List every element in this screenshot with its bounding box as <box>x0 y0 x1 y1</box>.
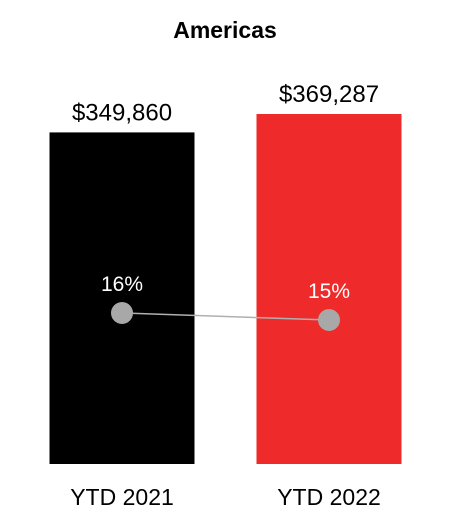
bar-2 <box>256 114 402 464</box>
percent-marker-2 <box>318 309 340 331</box>
percent-line <box>121 312 330 321</box>
bar-value-label-1: $349,860 <box>72 99 172 126</box>
bar-1 <box>49 132 195 465</box>
line-group <box>111 302 340 331</box>
labels-group: $349,860 YTD 2021 $369,287 YTD 2022 16% 15% <box>70 81 381 510</box>
bars-group <box>49 114 402 465</box>
bar-value-label-2: $369,287 <box>279 81 379 108</box>
percent-label-1: 16% <box>101 273 143 296</box>
percent-label-2: 15% <box>308 280 350 303</box>
category-label-2: YTD 2022 <box>277 484 381 510</box>
chart-title: Americas <box>173 17 277 43</box>
percent-marker-1 <box>111 302 133 324</box>
category-label-1: YTD 2021 <box>70 484 174 510</box>
